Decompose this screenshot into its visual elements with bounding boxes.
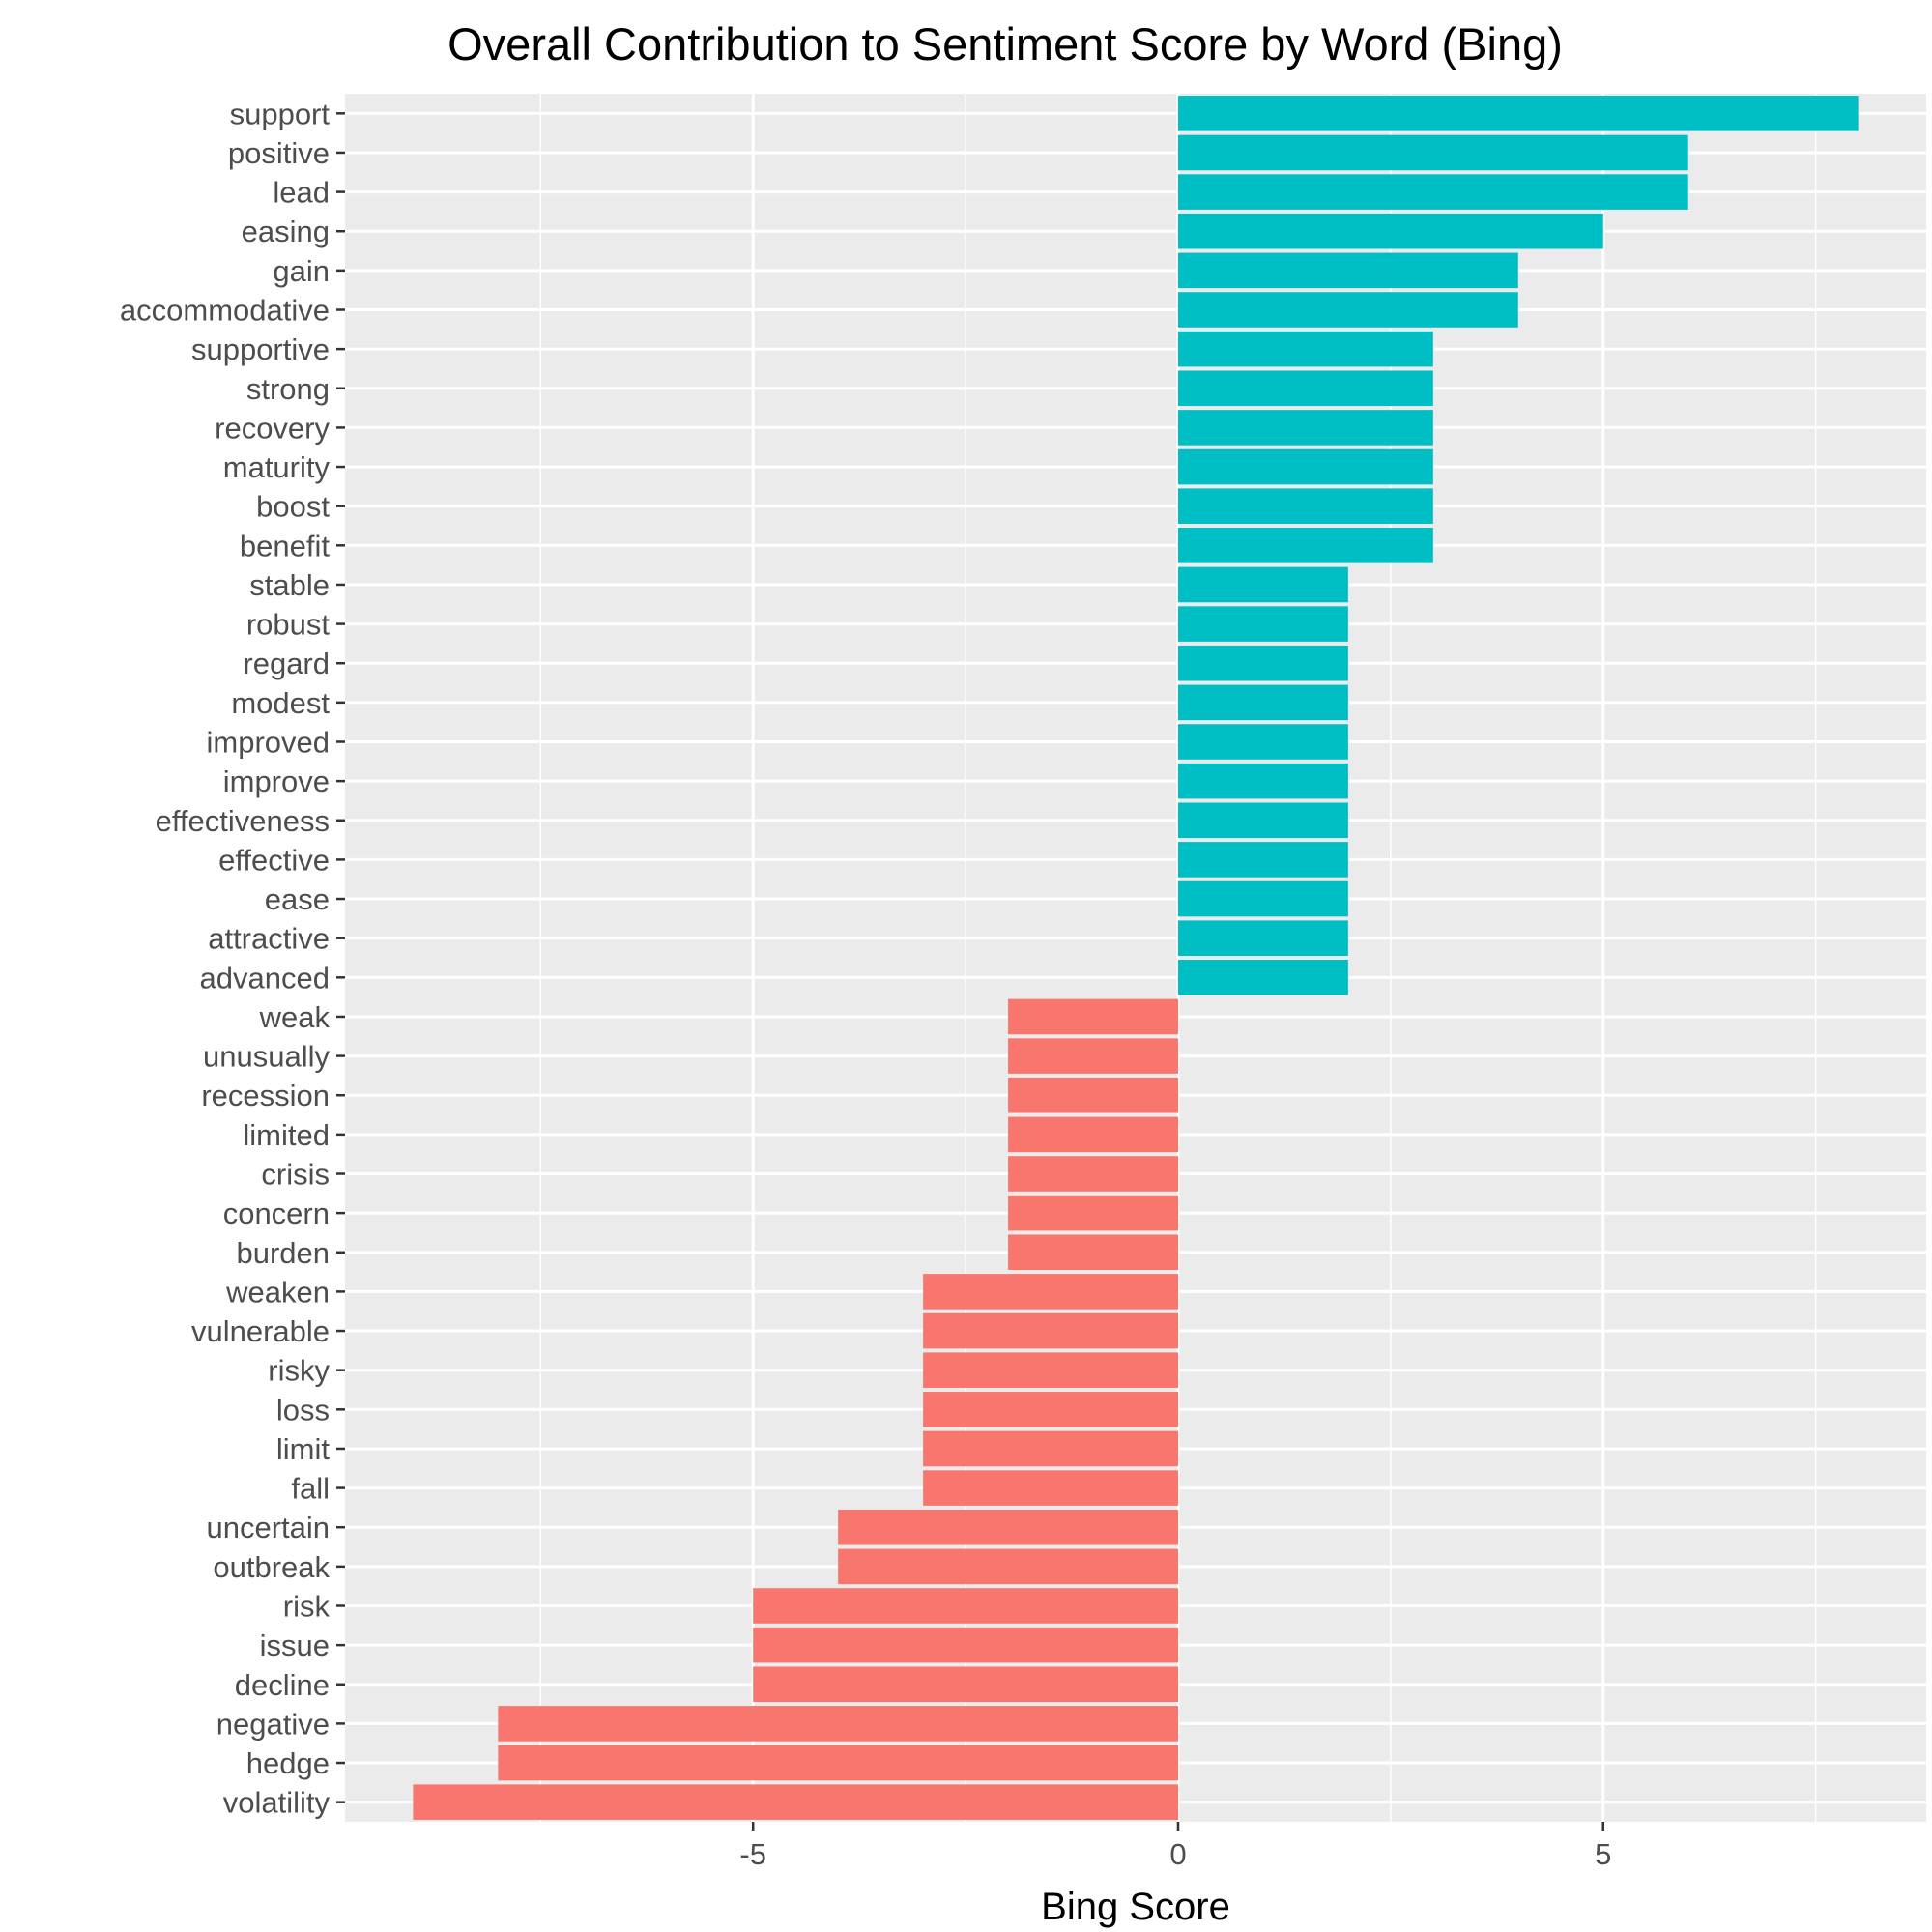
bar-robust	[1177, 606, 1348, 642]
bar-easing	[1177, 213, 1603, 249]
bar-loss	[923, 1392, 1178, 1427]
bar-uncertain	[838, 1509, 1178, 1545]
bar-stable	[1177, 566, 1348, 603]
y-axis: support positive lead easing gain accommodati…	[120, 97, 345, 1820]
y-tick-label: concern	[223, 1197, 330, 1230]
bar-risk	[753, 1588, 1178, 1624]
bar-accommodative	[1177, 292, 1518, 328]
y-tick-label: improved	[207, 726, 331, 760]
y-tick-label: risk	[283, 1590, 331, 1624]
bar-limit	[923, 1430, 1178, 1467]
bar-improve	[1177, 763, 1348, 799]
bar-concern	[1008, 1195, 1178, 1231]
y-tick-label: strong	[246, 372, 330, 406]
bar-recession	[1008, 1077, 1178, 1113]
bar-volatility	[413, 1784, 1178, 1820]
y-tick-label: uncertain	[206, 1511, 330, 1544]
y-tick-label: advanced	[200, 961, 330, 995]
y-tick-label: hedge	[246, 1746, 330, 1780]
y-tick-label: positive	[228, 136, 330, 170]
x-tick-label: 0	[1169, 1837, 1186, 1871]
bar-support	[1177, 96, 1859, 131]
y-tick-label: lead	[273, 176, 330, 210]
bar-strong	[1177, 370, 1433, 407]
y-tick-label: ease	[265, 882, 330, 916]
y-tick-label: regard	[243, 647, 330, 680]
y-tick-label: supportive	[191, 332, 330, 366]
y-tick-label: unusually	[203, 1040, 330, 1074]
bar-risky	[923, 1352, 1178, 1388]
y-tick-label: accommodative	[120, 294, 330, 328]
y-tick-label: volatility	[223, 1786, 331, 1820]
bar-supportive	[1177, 331, 1433, 367]
bar-fall	[923, 1470, 1178, 1506]
bar-issue	[753, 1627, 1178, 1663]
y-tick-label: decline	[235, 1668, 330, 1702]
bar-benefit	[1177, 528, 1433, 563]
y-tick-label: vulnerable	[191, 1314, 330, 1348]
bar-weak	[1008, 998, 1178, 1035]
bar-effectiveness	[1177, 802, 1348, 839]
y-tick-label: stable	[249, 568, 330, 602]
y-tick-label: easing	[242, 215, 330, 248]
bar-improved	[1177, 724, 1348, 760]
y-tick-label: negative	[216, 1707, 330, 1741]
y-tick-label: improve	[223, 764, 330, 798]
y-tick-label: gain	[273, 254, 330, 288]
bar-attractive	[1177, 920, 1348, 956]
y-tick-label: maturity	[223, 450, 331, 484]
bar-advanced	[1177, 960, 1348, 995]
bars	[413, 96, 1859, 1820]
bar-positive	[1177, 134, 1688, 171]
bar-effective	[1177, 842, 1348, 878]
y-tick-label: benefit	[240, 529, 330, 562]
y-tick-label: loss	[276, 1393, 330, 1427]
x-tick-label: 5	[1595, 1837, 1611, 1871]
y-tick-label: weaken	[225, 1275, 330, 1309]
y-tick-label: issue	[260, 1629, 330, 1662]
y-tick-label: limit	[276, 1432, 330, 1466]
bar-unusually	[1008, 1038, 1178, 1074]
bar-ease	[1177, 880, 1348, 917]
y-tick-label: robust	[246, 608, 331, 642]
x-axis-title: Bing Score	[1041, 1886, 1230, 1928]
bar-gain	[1177, 252, 1518, 289]
bar-boost	[1177, 488, 1433, 524]
bar-regard	[1177, 645, 1348, 681]
bar-outbreak	[838, 1548, 1178, 1585]
y-tick-label: recovery	[215, 411, 330, 445]
y-tick-label: boost	[256, 490, 330, 524]
y-tick-label: burden	[236, 1236, 330, 1270]
bar-weaken	[923, 1274, 1178, 1310]
y-tick-label: attractive	[208, 922, 330, 956]
y-tick-label: fall	[291, 1472, 330, 1506]
y-tick-label: outbreak	[213, 1550, 330, 1584]
x-axis: -5 0 5	[739, 1822, 1611, 1871]
bar-crisis	[1008, 1156, 1178, 1192]
bar-maturity	[1177, 448, 1433, 485]
x-tick-label: -5	[739, 1837, 766, 1871]
y-tick-label: crisis	[261, 1158, 330, 1192]
y-tick-label: recession	[201, 1079, 330, 1112]
bar-negative	[498, 1706, 1178, 1742]
y-tick-label: support	[230, 97, 331, 130]
bar-lead	[1177, 174, 1688, 210]
y-tick-label: risky	[268, 1354, 330, 1388]
bar-decline	[753, 1666, 1178, 1703]
chart-title: Overall Contribution to Sentiment Score …	[447, 18, 1563, 70]
bar-vulnerable	[923, 1312, 1178, 1349]
bar-hedge	[498, 1745, 1178, 1781]
y-tick-label: modest	[231, 686, 330, 720]
bar-burden	[1008, 1234, 1178, 1271]
y-tick-label: weak	[259, 1000, 331, 1034]
bar-limited	[1008, 1116, 1178, 1153]
y-tick-label: effective	[218, 843, 330, 877]
y-tick-label: limited	[243, 1118, 330, 1152]
y-tick-label: effectiveness	[156, 804, 330, 838]
bar-modest	[1177, 684, 1348, 721]
bar-recovery	[1177, 410, 1433, 446]
